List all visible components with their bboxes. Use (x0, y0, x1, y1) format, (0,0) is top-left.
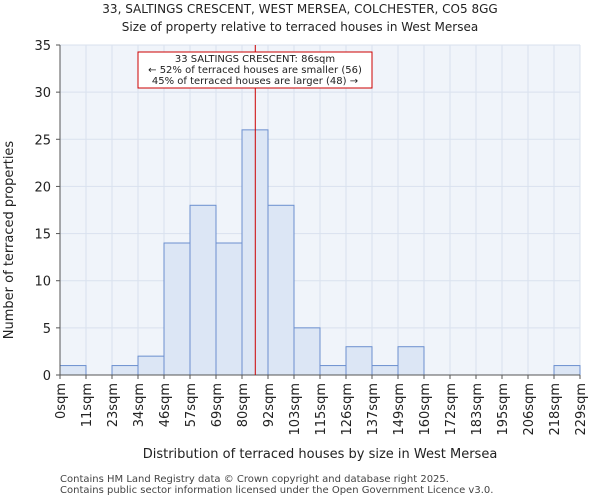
x-tick-label: 11sqm (80, 383, 95, 427)
annotation-line: ← 52% of terraced houses are smaller (56… (148, 65, 362, 76)
x-axis-label: Distribution of terraced houses by size … (143, 447, 498, 462)
x-tick-label: 46sqm (158, 383, 173, 427)
y-tick-label: 20 (34, 180, 51, 195)
histogram-bar (59, 365, 87, 376)
y-tick-label: 0 (43, 369, 51, 384)
x-tick-label: 69sqm (210, 383, 225, 427)
annotation-box (137, 51, 373, 89)
x-tick-label: 103sqm (288, 383, 303, 436)
y-tick-label: 5 (43, 322, 51, 337)
x-tick-label: 57sqm (184, 383, 199, 427)
chart-subtitle: Size of property relative to terraced ho… (121, 20, 479, 34)
x-tick-label: 137sqm (366, 383, 381, 436)
histogram-bar (553, 365, 581, 376)
y-tick-label: 15 (34, 228, 51, 243)
x-tick-label: 172sqm (444, 383, 459, 436)
histogram-bar (397, 346, 425, 376)
histogram-bar (371, 365, 399, 376)
x-tick-label: 183sqm (470, 383, 485, 436)
x-tick-label: 149sqm (392, 383, 407, 436)
histogram-bar (267, 204, 295, 376)
chart-title: 33, SALTINGS CRESCENT, WEST MERSEA, COLC… (102, 2, 498, 16)
y-tick-label: 30 (34, 86, 51, 101)
footer-licence: Contains public sector information licen… (60, 485, 494, 496)
histogram-chart: 0 5 10 15 20 25 30 35 0sqm 11sqm 23sqm 34sqm 46sqm 57… (2, 39, 589, 462)
x-tick-label: 218sqm (548, 383, 563, 436)
x-tick-label: 229sqm (574, 383, 589, 436)
x-tick-label: 195sqm (496, 383, 511, 436)
annotation-title: 33 SALTINGS CRESCENT: 86sqm (175, 54, 335, 65)
y-tick-label: 10 (34, 275, 51, 290)
y-tick-label: 25 (34, 133, 51, 148)
histogram-bar (319, 365, 347, 376)
y-tick-label: 35 (34, 39, 51, 54)
x-tick-label: 126sqm (340, 383, 355, 436)
histogram-bar (345, 346, 373, 376)
x-tick-label: 206sqm (522, 383, 537, 436)
histogram-bar (111, 365, 139, 376)
histogram-bar (163, 242, 191, 376)
x-tick-label: 34sqm (132, 383, 147, 427)
x-tick-label: 92sqm (262, 383, 277, 427)
histogram-bar (189, 204, 217, 376)
histogram-bar (215, 242, 243, 376)
x-tick-label: 0sqm (54, 383, 69, 419)
x-tick-label: 23sqm (106, 383, 121, 427)
annotation-line: 45% of terraced houses are larger (48) → (152, 76, 358, 87)
x-tick-label: 115sqm (314, 383, 329, 436)
footer-copyright: Contains HM Land Registry data © Crown c… (60, 474, 449, 485)
histogram-bar (137, 355, 165, 376)
histogram-bar (293, 327, 321, 376)
y-axis-label: Number of terraced properties (2, 141, 17, 340)
x-tick-label: 160sqm (418, 383, 433, 436)
x-tick-label: 80sqm (236, 383, 251, 427)
